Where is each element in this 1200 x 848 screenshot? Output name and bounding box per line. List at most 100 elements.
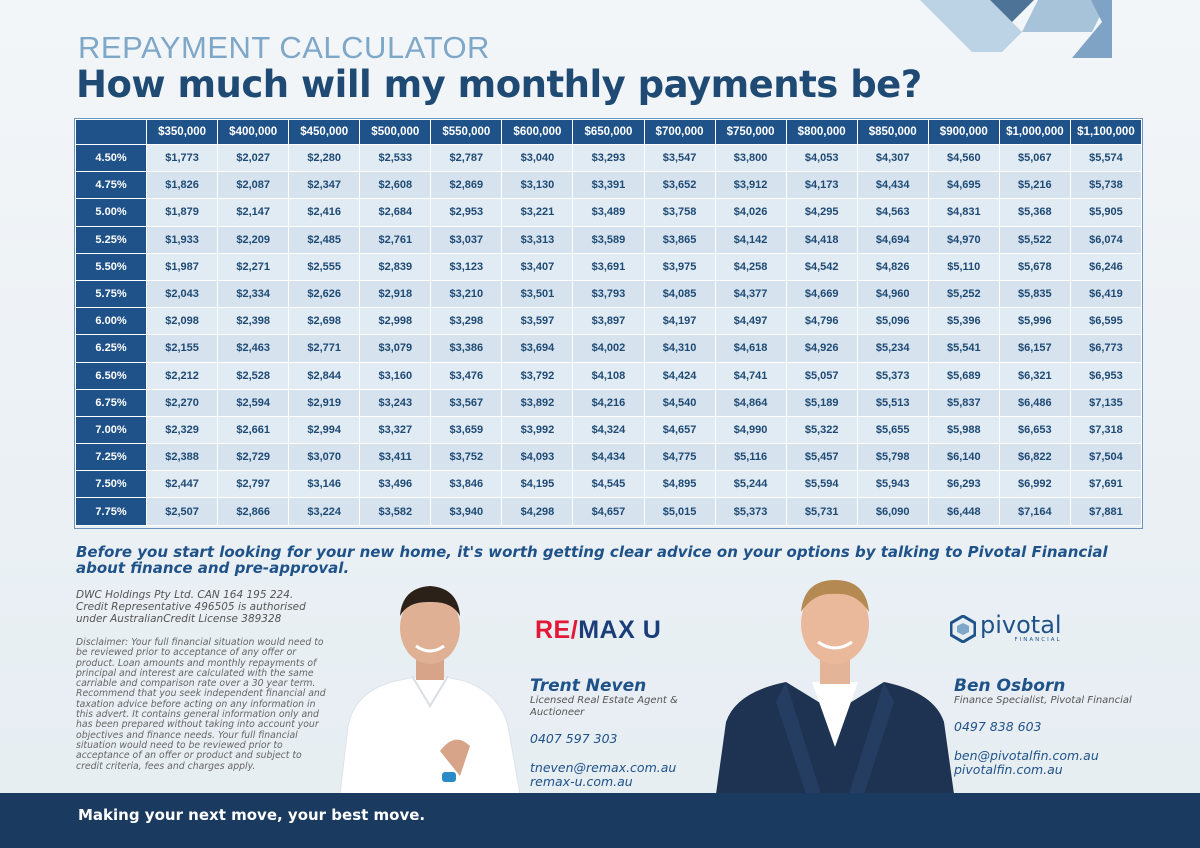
payment-cell: $3,892 xyxy=(501,388,574,417)
payment-cell: $3,496 xyxy=(359,470,432,499)
column-header: $700,000 xyxy=(643,119,716,145)
payment-cell: $4,960 xyxy=(856,279,929,309)
page-title: How much will my monthly payments be? xyxy=(76,63,922,106)
payment-cell: $2,027 xyxy=(217,143,290,173)
payment-cell: $4,434 xyxy=(572,443,645,472)
payment-cell: $2,212 xyxy=(146,361,219,390)
payment-cell: $3,298 xyxy=(430,307,503,336)
payment-cell: $2,043 xyxy=(146,279,219,309)
payment-cell: $4,377 xyxy=(714,279,787,309)
payment-cell: $6,953 xyxy=(1069,361,1143,390)
agent-email[interactable]: ben@pivotalfin.com.au xyxy=(954,748,1099,763)
payment-cell: $2,729 xyxy=(217,443,290,472)
payment-cell: $3,037 xyxy=(430,225,503,254)
payment-cell: $4,108 xyxy=(572,361,645,390)
payment-cell: $5,798 xyxy=(856,443,929,472)
rate-cell: 5.00% xyxy=(74,198,148,227)
remax-u-logo: RE/MAX U xyxy=(535,616,661,645)
payment-cell: $6,595 xyxy=(1069,307,1143,336)
payment-cell: $3,146 xyxy=(288,470,361,499)
payment-cell: $2,209 xyxy=(217,225,290,254)
payment-cell: $3,327 xyxy=(359,415,432,445)
agent-phone[interactable]: 0407 597 303 xyxy=(530,731,618,746)
payment-cell: $4,093 xyxy=(501,443,574,472)
table-row: 6.00% $2,098 $2,398 $2,698 $2,998 $3,298 $3,59… xyxy=(74,307,1143,336)
payment-cell: $3,160 xyxy=(359,361,432,390)
payment-cell: $4,796 xyxy=(785,307,858,336)
payment-cell: $4,695 xyxy=(927,171,1000,200)
entity-line: DWC Holdings Pty Ltd. CAN 164 195 224. xyxy=(76,589,294,601)
payment-cell: $4,970 xyxy=(927,225,1000,254)
payment-cell: $3,386 xyxy=(430,334,503,363)
payment-cell: $5,655 xyxy=(856,415,929,445)
pivotal-word: pivotal xyxy=(980,611,1062,639)
table-row: 6.75% $2,270 $2,594 $2,919 $3,243 $3,567 $3,89… xyxy=(74,388,1143,417)
table-corner xyxy=(74,119,148,145)
payment-cell: $3,123 xyxy=(430,252,503,281)
payment-cell: $3,865 xyxy=(643,225,716,254)
payment-cell: $3,589 xyxy=(572,225,645,254)
agent-website[interactable]: pivotalfin.com.au xyxy=(954,762,1063,777)
payment-cell: $2,087 xyxy=(217,171,290,200)
payment-cell: $5,234 xyxy=(856,334,929,363)
payment-cell: $4,990 xyxy=(714,415,787,445)
payment-cell: $2,347 xyxy=(288,171,361,200)
agent-phone[interactable]: 0497 838 603 xyxy=(954,719,1042,734)
column-header: $850,000 xyxy=(856,119,929,145)
payment-cell: $2,155 xyxy=(146,334,219,363)
payment-cell: $1,987 xyxy=(146,252,219,281)
payment-cell: $1,773 xyxy=(146,143,219,173)
payment-cell: $4,775 xyxy=(643,443,716,472)
payment-cell: $4,563 xyxy=(856,198,929,227)
payment-cell: $3,758 xyxy=(643,198,716,227)
payment-cell: $3,940 xyxy=(430,497,503,526)
agent-email[interactable]: tneven@remax.com.au xyxy=(530,760,677,775)
payment-cell: $4,540 xyxy=(643,388,716,417)
table-row: 4.50% $1,773 $2,027 $2,280 $2,533 $2,787 $3,04… xyxy=(74,143,1143,173)
payment-cell: $2,866 xyxy=(217,497,290,526)
payment-cell: $5,905 xyxy=(1069,198,1143,227)
payment-cell: $4,216 xyxy=(572,388,645,417)
payment-cell: $7,318 xyxy=(1069,415,1143,445)
table-row: 5.50% $1,987 $2,271 $2,555 $2,839 $3,123 $3,40… xyxy=(74,252,1143,281)
payment-cell: $4,497 xyxy=(714,307,787,336)
entity-line: Credit Representative 496505 is authoris… xyxy=(76,601,306,613)
payment-cell: $4,618 xyxy=(714,334,787,363)
rate-cell: 7.25% xyxy=(74,443,148,472)
table-row: 4.75% $1,826 $2,087 $2,347 $2,608 $2,869 $3,13… xyxy=(74,171,1143,200)
payment-cell: $6,140 xyxy=(927,443,1000,472)
pivotal-sub: FINANCIAL xyxy=(1014,637,1062,643)
agent-website[interactable]: remax-u.com.au xyxy=(530,774,633,789)
payment-cell: $3,501 xyxy=(501,279,574,309)
agent-role: Licensed Real Estate Agent & Auctioneer xyxy=(530,695,678,718)
payment-cell: $2,994 xyxy=(288,415,361,445)
payment-cell: $4,026 xyxy=(714,198,787,227)
column-header: $1,100,000 xyxy=(1069,119,1143,145)
payment-cell: $5,541 xyxy=(927,334,1000,363)
payment-cell: $4,895 xyxy=(643,470,716,499)
footer-bar: Making your next move, your best move. xyxy=(0,793,1200,848)
payment-cell: $5,015 xyxy=(643,497,716,526)
payment-cell: $3,313 xyxy=(501,225,574,254)
payment-cell: $4,657 xyxy=(572,497,645,526)
payment-cell: $3,130 xyxy=(501,171,574,200)
payment-cell: $4,434 xyxy=(856,171,929,200)
payment-cell: $2,528 xyxy=(217,361,290,390)
payment-cell: $5,368 xyxy=(998,198,1071,227)
rate-cell: 7.75% xyxy=(74,497,148,526)
rate-cell: 4.75% xyxy=(74,171,148,200)
table-row: 6.50% $2,212 $2,528 $2,844 $3,160 $3,476 $3,79… xyxy=(74,361,1143,390)
entity-line: under AustralianCredit License 389328 xyxy=(76,613,282,625)
payment-cell: $4,424 xyxy=(643,361,716,390)
payment-cell: $5,594 xyxy=(785,470,858,499)
payment-cell: $5,373 xyxy=(714,497,787,526)
payment-cell: $4,053 xyxy=(785,143,858,173)
agent-name: Ben Osborn xyxy=(954,676,1066,696)
payment-cell: $2,555 xyxy=(288,252,361,281)
payment-cell: $5,943 xyxy=(856,470,929,499)
payment-cell: $2,844 xyxy=(288,361,361,390)
payment-cell: $2,485 xyxy=(288,225,361,254)
payment-cell: $4,197 xyxy=(643,307,716,336)
agent-photo-ben xyxy=(716,572,954,794)
payment-cell: $5,373 xyxy=(856,361,929,390)
